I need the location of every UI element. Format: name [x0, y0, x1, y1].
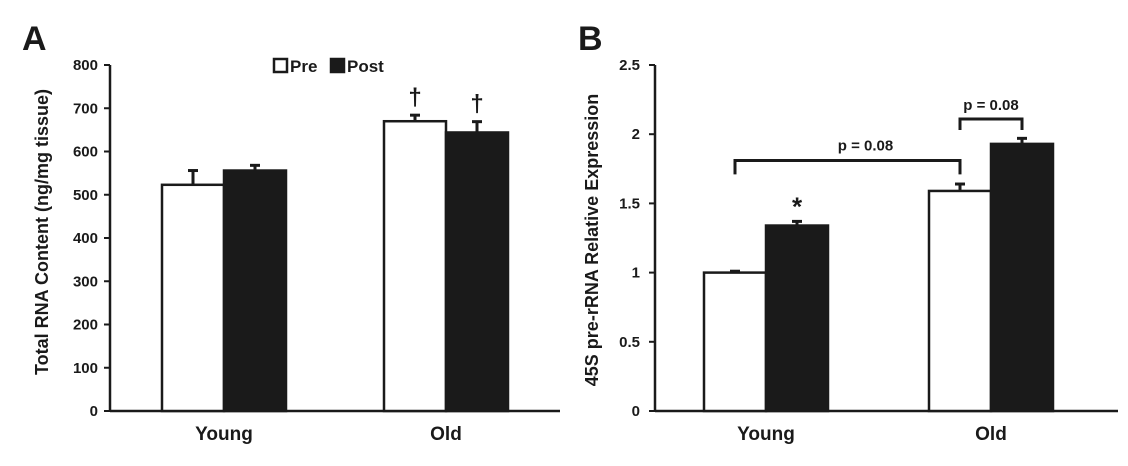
legend-post-swatch: [329, 57, 346, 74]
bar-post-young: [222, 169, 288, 413]
bar-pre-old: [927, 189, 993, 413]
panel-b-plot: 0 0.5 1 1.5 2 2.5 Young Old * p = 0.08 p = 0.08: [619, 57, 1118, 445]
significance-bracket-young-old: [733, 158, 962, 175]
legend-pre-swatch: [272, 57, 289, 74]
x-category-label: Young: [195, 424, 253, 445]
bar-pre-young: [160, 183, 226, 413]
significance-bracket-old: [958, 117, 1024, 131]
y-tick-label: 600: [73, 144, 98, 161]
significance-asterisk: *: [792, 191, 803, 221]
panel-a-y-axis-label: Total RNA Content (ng/mg tissue): [32, 89, 52, 375]
legend-pre-label: Pre: [290, 57, 317, 76]
y-tick-label: 200: [73, 317, 98, 334]
bar-pre-old: [382, 119, 448, 413]
y-tick-label: 800: [73, 57, 98, 74]
legend: Pre Post: [272, 57, 384, 76]
legend-post-label: Post: [347, 57, 384, 76]
panel-b-y-axis-label: 45S pre-rRNA Relative Expression: [582, 94, 602, 386]
y-tick-label: 1.5: [619, 195, 640, 212]
bar-pre-young: [702, 271, 768, 413]
y-tick-label: 700: [73, 100, 98, 117]
bracket-label: p = 0.08: [838, 137, 893, 154]
panel-a-plot: 0 100 200 300 400 500 600 700 800 Young Old † †: [73, 57, 560, 445]
significance-dagger: †: [408, 84, 421, 111]
bracket-label: p = 0.08: [963, 97, 1018, 114]
y-tick-label: 1: [632, 265, 640, 282]
significance-dagger: †: [470, 91, 483, 118]
x-category-label: Young: [737, 424, 795, 445]
bar-post-old: [989, 142, 1055, 413]
y-tick-label: 2: [632, 126, 640, 143]
x-category-label: Old: [975, 424, 1007, 445]
y-tick-label: 300: [73, 273, 98, 290]
panel-a: A Total RNA Content (ng/mg tissue) Pre P…: [22, 20, 560, 445]
bar-post-old: [444, 131, 510, 413]
y-tick-label: 0.5: [619, 334, 640, 351]
y-tick-label: 2.5: [619, 57, 640, 74]
bar-post-young: [764, 224, 830, 413]
panel-a-letter: A: [22, 20, 47, 58]
y-tick-label: 500: [73, 187, 98, 204]
y-tick-label: 100: [73, 360, 98, 377]
y-tick-label: 400: [73, 230, 98, 247]
y-tick-label: 0: [632, 403, 640, 420]
panel-b-letter: B: [578, 20, 603, 58]
x-category-label: Old: [430, 424, 462, 445]
panel-b: B 45S pre-rRNA Relative Expression 0 0.5 1…: [578, 20, 1118, 445]
y-tick-label: 0: [90, 403, 98, 420]
